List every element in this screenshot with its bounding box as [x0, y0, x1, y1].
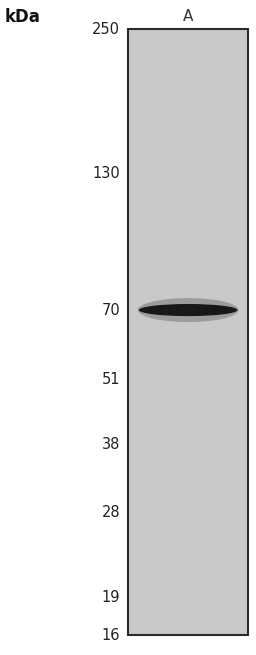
- Text: 250: 250: [92, 22, 120, 37]
- Text: 16: 16: [102, 628, 120, 643]
- Text: 51: 51: [102, 372, 120, 387]
- Text: kDa: kDa: [5, 9, 41, 26]
- Text: 130: 130: [93, 166, 120, 181]
- Text: A: A: [183, 9, 193, 24]
- Text: 19: 19: [102, 590, 120, 605]
- Text: 28: 28: [102, 504, 120, 519]
- Text: 38: 38: [102, 437, 120, 452]
- Text: 70: 70: [102, 303, 120, 318]
